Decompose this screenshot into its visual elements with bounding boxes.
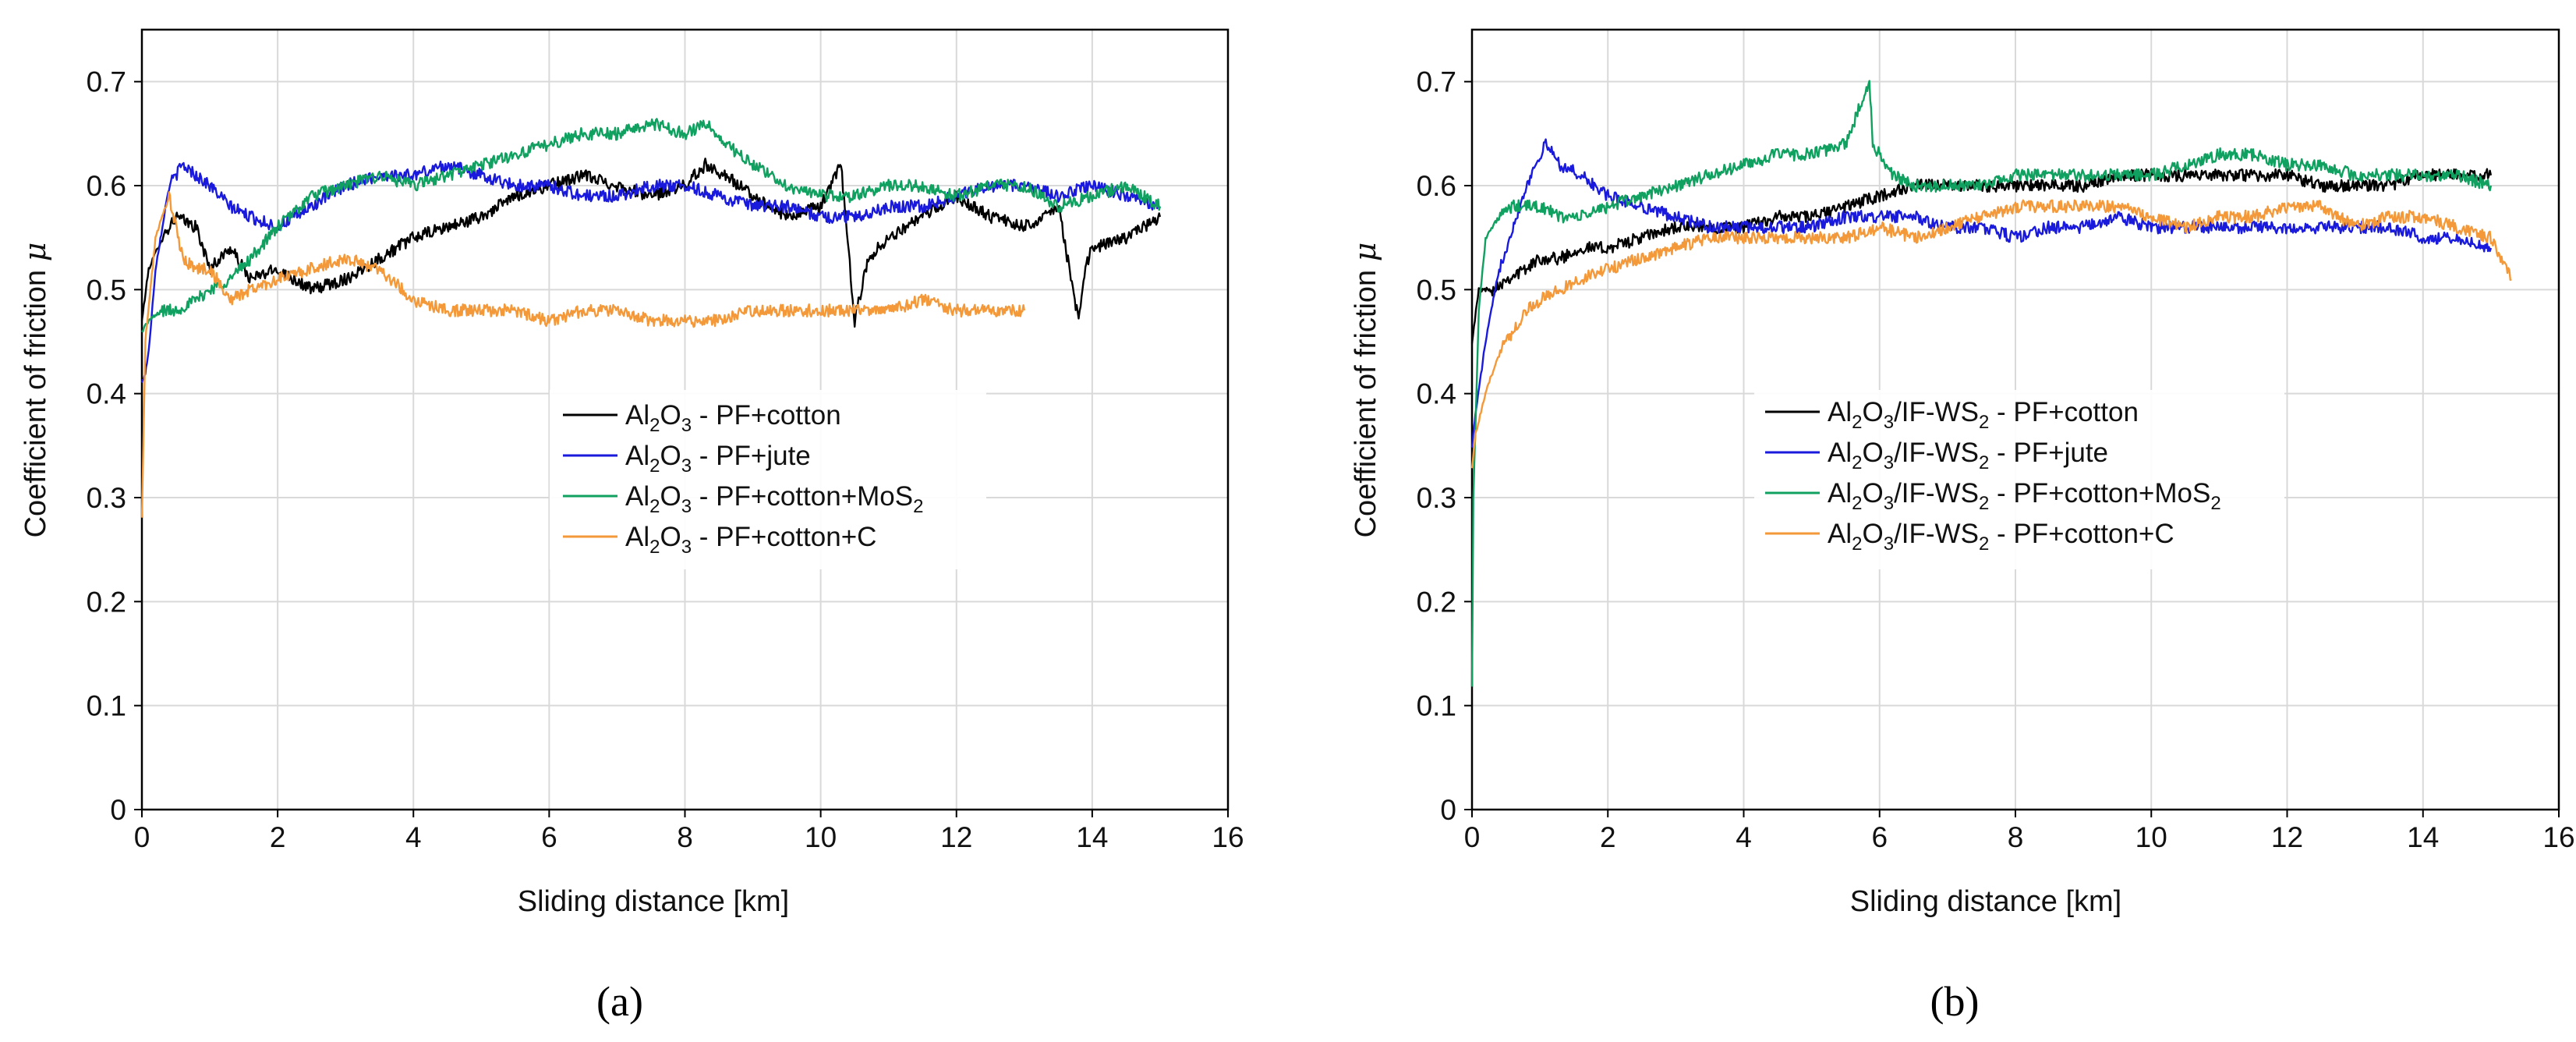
y-tick-label: 0 <box>1440 794 1456 826</box>
y-tick-label: 0.4 <box>1417 378 1456 410</box>
x-tick-label: 6 <box>541 821 557 853</box>
y-tick-label: 0.2 <box>87 586 126 618</box>
y-tick-label: 0.7 <box>1417 66 1456 98</box>
y-tick-label: 0.1 <box>1417 690 1456 722</box>
x-tick-label: 6 <box>1871 821 1888 853</box>
y-tick-label: 0 <box>110 794 126 826</box>
x-tick-label: 0 <box>134 821 150 853</box>
x-tick-label: 10 <box>805 821 837 853</box>
y-axis-label-b: Coefficient of friction μ <box>1348 243 1382 538</box>
chart-panel-b: 0 2 4 6 8 10 12 14 16 0 0.1 0.2 0.3 0.4 0.5 0.6 0.7 Coef… <box>1348 28 2575 1025</box>
x-axis-label-b: Sliding distance [km] <box>1850 885 2122 918</box>
x-tick-label: 12 <box>2271 821 2303 853</box>
y-tick-label: 0.2 <box>1417 586 1456 618</box>
legend-item: Al2O3/IF-WS2 - PF+cotton+MoS2 <box>1765 478 2221 514</box>
legend-label: Al2O3 - PF+cotton <box>625 400 841 436</box>
series-lines <box>1470 80 2512 687</box>
chart-panel-a: 0 2 4 6 8 10 12 14 16 0 0.1 0.2 0.3 0.4 0.5 0.6 0.7 Coef… <box>18 28 1244 1025</box>
x-tick-label: 14 <box>1076 821 1108 853</box>
legend-item: Al2O3/IF-WS2 - PF+cotton <box>1765 397 2139 433</box>
y-tick-label: 0.7 <box>87 66 126 98</box>
legend-label: Al2O3/IF-WS2 - PF+jute <box>1828 438 2108 473</box>
x-tick-label: 2 <box>270 821 286 853</box>
legend-label: Al2O3 - PF+cotton+MoS2 <box>625 481 923 517</box>
y-tick-label: 0.4 <box>87 378 126 410</box>
axes: 0 2 4 6 8 10 12 14 16 0 0.1 0.2 0.3 0.4 0.5 0.6 0.7 <box>87 28 1244 853</box>
legend-item: Al2O3 - PF+jute <box>563 441 811 477</box>
legend-item: Al2O3 - PF+cotton <box>563 400 841 436</box>
x-tick-label: 0 <box>1464 821 1481 853</box>
y-tick-label: 0.6 <box>87 170 126 202</box>
x-tick-label: 4 <box>405 821 422 853</box>
legend-a: Al2O3 - PF+cotton Al2O3 - PF+jute Al2O3 … <box>550 390 986 569</box>
y-tick-label: 0.6 <box>1417 170 1456 202</box>
x-tick-label: 12 <box>940 821 972 853</box>
x-tick-label: 8 <box>2008 821 2024 853</box>
legend-label: Al2O3/IF-WS2 - PF+cotton <box>1828 397 2139 433</box>
y-tick-label: 0.5 <box>1417 274 1456 306</box>
legend-label: Al2O3 - PF+cotton+C <box>625 522 876 558</box>
legend-b: Al2O3/IF-WS2 - PF+cotton Al2O3/IF-WS2 - … <box>1754 390 2284 569</box>
legend-item: Al2O3 - PF+cotton+C <box>563 522 876 558</box>
series-line <box>140 191 1025 518</box>
y-tick-label: 0.3 <box>87 482 126 514</box>
y-axis-label-a: Coefficient of friction μ <box>18 243 52 538</box>
y-tick-label: 0.5 <box>87 274 126 306</box>
x-tick-label: 10 <box>2135 821 2167 853</box>
series-line <box>141 118 1162 333</box>
series-lines <box>140 118 1162 518</box>
legend-background-b <box>1754 390 2284 569</box>
y-tick-label: 0.1 <box>87 690 126 722</box>
series-line <box>140 158 1162 328</box>
axes: 0 2 4 6 8 10 12 14 16 0 0.1 0.2 0.3 0.4 0.5 0.6 0.7 <box>1417 28 2575 853</box>
series-line <box>1470 199 2512 469</box>
legend-label: Al2O3/IF-WS2 - PF+cotton+MoS2 <box>1828 478 2221 514</box>
panel-label-b: (b) <box>1930 978 1980 1025</box>
x-tick-label: 4 <box>1736 821 1752 853</box>
legend-background-a <box>550 390 986 569</box>
x-tick-label: 2 <box>1600 821 1616 853</box>
x-tick-label: 16 <box>1212 821 1244 853</box>
legend-label: Al2O3 - PF+jute <box>625 441 811 477</box>
series-line <box>1470 80 2493 687</box>
series-line <box>140 160 1161 383</box>
y-tick-label: 0.3 <box>1417 482 1456 514</box>
legend-item: Al2O3/IF-WS2 - PF+jute <box>1765 438 2108 473</box>
legend-item: Al2O3 - PF+cotton+MoS2 <box>563 481 923 517</box>
x-tick-label: 16 <box>2542 821 2574 853</box>
x-tick-label: 8 <box>677 821 693 853</box>
x-tick-label: 14 <box>2407 821 2439 853</box>
x-axis-label-a: Sliding distance [km] <box>518 885 790 918</box>
panel-label-a: (a) <box>596 978 643 1025</box>
